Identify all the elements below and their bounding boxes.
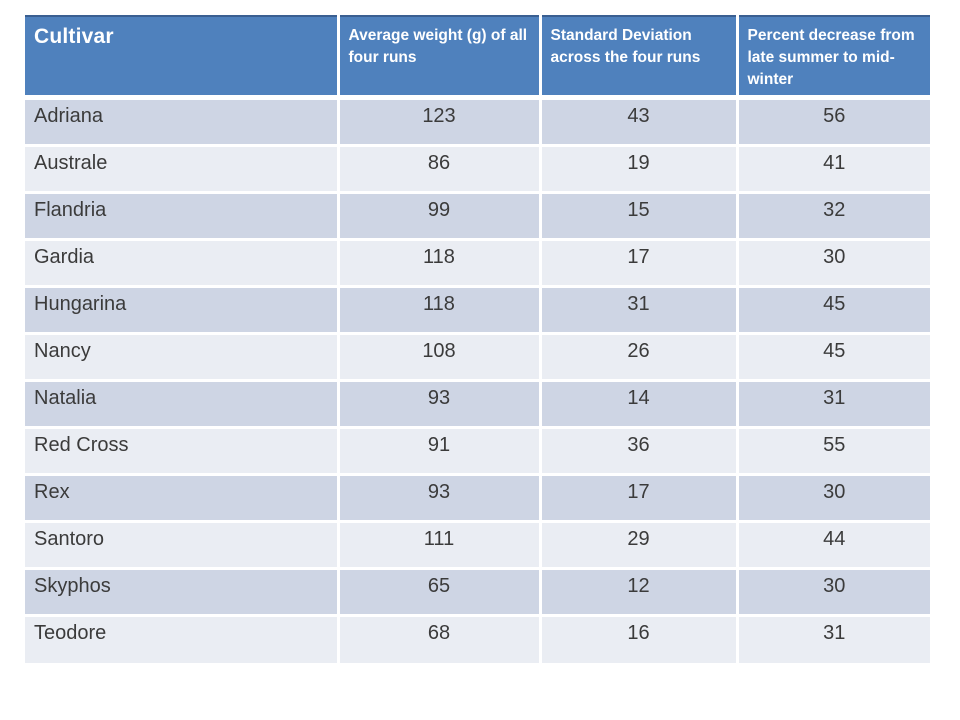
table-row: Flandria 99 15 32 (25, 192, 930, 241)
table-row: Nancy 108 26 45 (25, 333, 930, 382)
value-cell: 43 (540, 97, 739, 147)
table-row: Gardia 118 17 30 (25, 239, 930, 288)
table-header-row: Cultivar Average weight (g) of all four … (25, 15, 930, 100)
value-cell: 41 (737, 145, 930, 194)
value-cell: 15 (540, 192, 739, 241)
table-row: Red Cross 91 36 55 (25, 427, 930, 476)
cultivar-name-cell: Adriana (25, 97, 340, 147)
value-cell: 14 (540, 380, 739, 429)
value-cell: 30 (737, 568, 930, 617)
cultivar-name-cell: Natalia (25, 380, 340, 429)
table-row: Adriana 123 43 56 (25, 97, 930, 147)
value-cell: 118 (338, 239, 542, 288)
value-cell: 99 (338, 192, 542, 241)
value-cell: 36 (540, 427, 739, 476)
cultivar-name-cell: Australe (25, 145, 340, 194)
value-cell: 31 (737, 615, 930, 663)
value-cell: 93 (338, 380, 542, 429)
value-cell: 56 (737, 97, 930, 147)
column-header-percent-decrease: Percent decrease from late summer to mid… (737, 15, 930, 100)
value-cell: 31 (540, 286, 739, 335)
table-row: Rex 93 17 30 (25, 474, 930, 523)
value-cell: 30 (737, 474, 930, 523)
cultivar-data-table: Cultivar Average weight (g) of all four … (25, 15, 930, 663)
value-cell: 86 (338, 145, 542, 194)
value-cell: 31 (737, 380, 930, 429)
table-row: Skyphos 65 12 30 (25, 568, 930, 617)
cultivar-name-cell: Santoro (25, 521, 340, 570)
table-row: Hungarina 118 31 45 (25, 286, 930, 335)
value-cell: 12 (540, 568, 739, 617)
value-cell: 55 (737, 427, 930, 476)
value-cell: 118 (338, 286, 542, 335)
value-cell: 19 (540, 145, 739, 194)
value-cell: 30 (737, 239, 930, 288)
cultivar-name-cell: Hungarina (25, 286, 340, 335)
value-cell: 16 (540, 615, 739, 663)
value-cell: 17 (540, 474, 739, 523)
cultivar-name-cell: Nancy (25, 333, 340, 382)
cultivar-name-cell: Rex (25, 474, 340, 523)
value-cell: 65 (338, 568, 542, 617)
column-header-average-weight: Average weight (g) of all four runs (338, 15, 542, 100)
cultivar-name-cell: Flandria (25, 192, 340, 241)
table-row: Natalia 93 14 31 (25, 380, 930, 429)
value-cell: 17 (540, 239, 739, 288)
value-cell: 45 (737, 286, 930, 335)
column-header-cultivar: Cultivar (25, 15, 340, 100)
cultivar-name-cell: Red Cross (25, 427, 340, 476)
cultivar-name-cell: Teodore (25, 615, 340, 663)
value-cell: 111 (338, 521, 542, 570)
value-cell: 29 (540, 521, 739, 570)
value-cell: 32 (737, 192, 930, 241)
cultivar-name-cell: Gardia (25, 239, 340, 288)
value-cell: 44 (737, 521, 930, 570)
table-row: Teodore 68 16 31 (25, 615, 930, 663)
column-header-standard-deviation: Standard Deviation across the four runs (540, 15, 739, 100)
value-cell: 93 (338, 474, 542, 523)
value-cell: 26 (540, 333, 739, 382)
value-cell: 45 (737, 333, 930, 382)
cultivar-name-cell: Skyphos (25, 568, 340, 617)
value-cell: 68 (338, 615, 542, 663)
value-cell: 108 (338, 333, 542, 382)
value-cell: 123 (338, 97, 542, 147)
table-body: Adriana 123 43 56 Australe 86 19 41 Flandria 99 15… (25, 97, 930, 663)
table-row: Santoro 111 29 44 (25, 521, 930, 570)
value-cell: 91 (338, 427, 542, 476)
table-row: Australe 86 19 41 (25, 145, 930, 194)
